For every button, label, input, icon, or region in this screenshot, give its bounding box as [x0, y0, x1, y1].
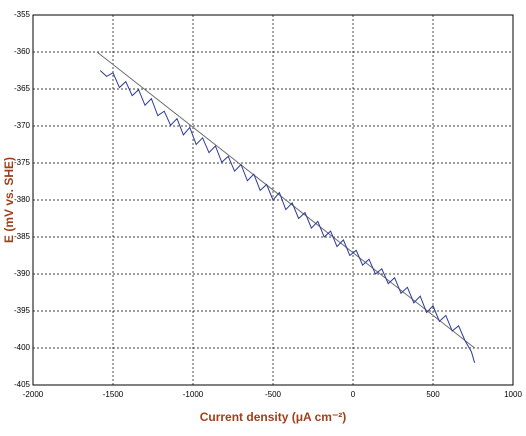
x-axis-title: Current density (μA cm⁻²): [200, 410, 347, 424]
x-tick-label: 0: [351, 390, 356, 399]
y-tick-label: -375: [14, 158, 31, 167]
y-tick-label: -390: [14, 269, 31, 278]
x-tick-label: -1500: [103, 390, 124, 399]
x-tick-label: -2000: [23, 390, 44, 399]
y-tick-label: -380: [14, 195, 31, 204]
y-tick-label: -395: [14, 306, 31, 315]
x-tick-label: -1000: [183, 390, 204, 399]
y-tick-label: -365: [14, 84, 31, 93]
data-line: [99, 70, 476, 363]
y-tick-label: -405: [14, 380, 31, 389]
y-tick-label: -370: [14, 121, 31, 130]
y-tick-label: -385: [14, 232, 31, 241]
y-tick-label: -355: [14, 10, 31, 19]
x-tick-label: -500: [265, 390, 282, 399]
x-tick-label: 1000: [504, 390, 522, 399]
y-tick-label: -400: [14, 343, 31, 352]
x-tick-label: 500: [426, 390, 440, 399]
y-axis-title: E (mV vs. SHE): [2, 157, 16, 243]
y-tick-label: -360: [14, 47, 31, 56]
